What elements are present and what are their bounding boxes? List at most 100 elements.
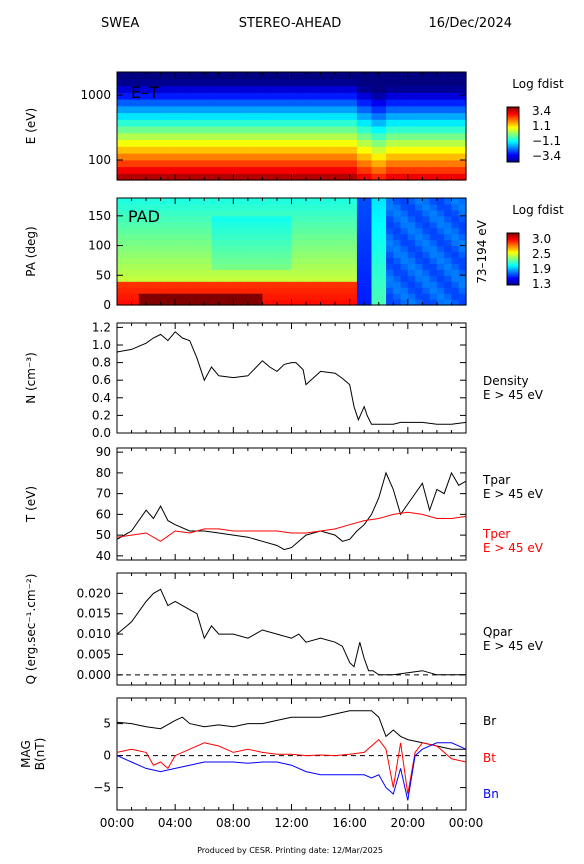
pad-cell — [262, 233, 271, 241]
pad-cell — [276, 269, 285, 276]
pad-cell — [146, 275, 154, 282]
et-cell — [204, 153, 213, 161]
et-cell — [175, 78, 184, 87]
pad-cell — [436, 245, 445, 253]
pad-cell — [407, 221, 416, 229]
et-cell — [451, 126, 460, 134]
pad-cell — [335, 257, 343, 264]
et-cell — [364, 78, 373, 87]
et-cell — [189, 146, 198, 154]
pad-cell — [233, 233, 242, 241]
et-cell — [378, 85, 387, 93]
et-cell — [378, 173, 387, 181]
et-cell — [218, 99, 227, 107]
et-cell — [182, 166, 191, 174]
pad-cell — [291, 293, 300, 300]
et-cell — [160, 166, 169, 174]
pad-cell — [335, 203, 343, 211]
pad-cell — [269, 269, 278, 276]
et-cell — [233, 92, 242, 100]
et-cell — [146, 146, 154, 154]
pad-cell — [189, 209, 198, 217]
pad-cell — [189, 203, 198, 211]
pad-cell — [429, 239, 438, 247]
et-cell — [240, 166, 249, 174]
pad-cell — [458, 215, 467, 223]
pad-cell — [306, 221, 314, 229]
pad-cell — [306, 275, 314, 282]
et-cell — [407, 72, 416, 80]
pad-cell — [364, 287, 373, 294]
pad-cell — [335, 198, 343, 205]
pad-cell — [167, 233, 176, 241]
et-cell — [349, 99, 358, 107]
pad-cell — [335, 299, 343, 306]
pad-cell — [240, 245, 249, 253]
et-cell — [335, 126, 343, 134]
pad-cell — [451, 215, 460, 223]
pad-cell — [182, 245, 191, 253]
et-cell — [306, 173, 314, 181]
pad-cell — [378, 287, 387, 294]
et-cell — [196, 126, 205, 134]
et-cell — [247, 78, 256, 87]
et-cell — [298, 139, 307, 147]
et-cell — [204, 166, 213, 174]
pad-cell — [182, 275, 191, 282]
pad-cell — [276, 293, 285, 300]
et-cell — [189, 85, 198, 93]
pad-cell — [313, 293, 322, 300]
pad-cell — [327, 281, 336, 288]
pad-cell — [342, 263, 351, 270]
pad-cell — [160, 221, 169, 229]
pad-cell — [400, 269, 409, 276]
et-cell — [429, 105, 438, 114]
et-cell — [240, 139, 249, 147]
pad-cell — [211, 257, 220, 264]
et-cell — [284, 166, 293, 174]
et-cell — [364, 85, 373, 93]
et-cell — [400, 173, 409, 181]
pad-cell — [262, 215, 271, 223]
et-cell — [189, 173, 198, 181]
pad-cell — [226, 233, 234, 241]
et-cell — [284, 105, 293, 114]
pad-cell — [451, 221, 460, 229]
pad-cell — [407, 245, 416, 253]
pad-cell — [233, 209, 242, 217]
et-cell — [313, 126, 322, 134]
pad-cell — [262, 221, 271, 229]
time-axis: 00:00 04:00 08:00 12:00 16:00 20:00 00:00 — [100, 816, 484, 830]
pad-cell — [298, 275, 307, 282]
et-cell — [436, 72, 445, 80]
et-cell — [415, 105, 423, 114]
et-cell — [255, 99, 264, 107]
et-cell — [233, 153, 242, 161]
pad-cell — [247, 198, 256, 205]
pad-cell — [349, 227, 358, 235]
et-cell — [146, 173, 154, 181]
et-cell — [429, 99, 438, 107]
et-cell — [371, 153, 380, 161]
et-cell — [276, 92, 285, 100]
et-cell — [422, 153, 431, 161]
pad-cell — [393, 239, 402, 247]
et-cell — [291, 166, 300, 174]
pad-cell — [386, 251, 394, 259]
pad-cell — [364, 269, 373, 276]
et-cell — [117, 132, 125, 141]
pad-cell — [356, 198, 365, 205]
pad-cell — [415, 281, 423, 288]
et-cell — [356, 72, 365, 80]
et-cell — [429, 173, 438, 181]
pad-cell — [218, 245, 227, 253]
et-cell — [124, 153, 133, 161]
et-cell — [182, 92, 191, 100]
pad-cell — [269, 227, 278, 235]
pad-cell — [117, 227, 125, 235]
et-cell — [211, 85, 220, 93]
et-cell — [167, 92, 176, 100]
pad-cell — [422, 281, 431, 288]
pad-colorbar-title: Log fdist — [512, 203, 564, 217]
pad-cell — [400, 245, 409, 253]
